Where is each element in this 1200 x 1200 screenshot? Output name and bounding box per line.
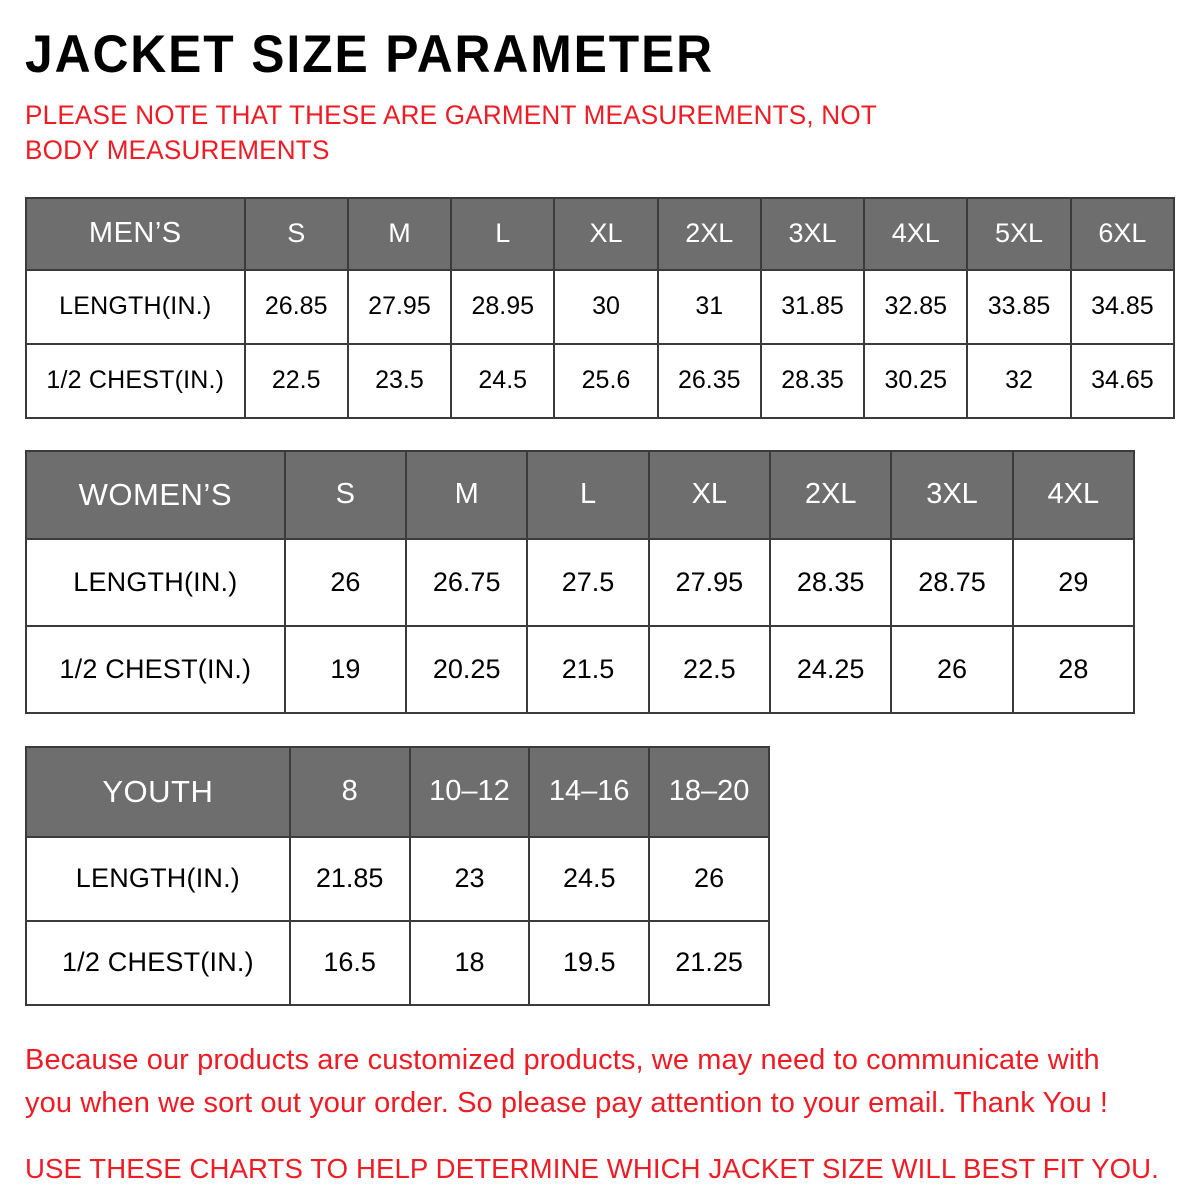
mens-group-label: MEN’S <box>25 196 246 271</box>
youth-length-18-20: 26 <box>648 835 770 922</box>
youth-chest-10-12: 18 <box>408 919 531 1006</box>
youth-chest-14-16: 19.5 <box>528 919 651 1006</box>
mens-chest-4xl: 30.25 <box>863 342 969 419</box>
youth-header-row: YOUTH 8 10–12 14–16 18–20 <box>25 745 770 838</box>
youth-chest-18-20: 21.25 <box>648 919 770 1006</box>
mens-chest-m: 23.5 <box>346 342 453 419</box>
youth-length-8: 21.85 <box>288 835 411 922</box>
womens-size-header-m: M <box>405 449 529 540</box>
womens-length-3xl: 28.75 <box>890 537 1014 627</box>
mens-chest-2xl: 26.35 <box>656 342 762 419</box>
mens-chest-label: 1/2 CHEST(IN.) <box>25 342 246 419</box>
womens-chest-4xl: 28 <box>1011 624 1136 714</box>
youth-size-header-18-20: 18–20 <box>648 745 770 838</box>
mens-chest-s: 22.5 <box>243 342 349 419</box>
womens-chest-row: 1/2 CHEST(IN.) 19 20.25 21.5 22.5 24.25 … <box>25 624 1136 714</box>
womens-length-xl: 27.95 <box>647 537 772 627</box>
mens-header-row: MEN’S S M L XL 2XL 3XL 4XL 5XL 6XL <box>25 196 1176 271</box>
mens-chest-l: 24.5 <box>450 342 556 419</box>
mens-size-header-2xl: 2XL <box>656 196 762 271</box>
womens-size-header-3xl: 3XL <box>890 449 1014 540</box>
mens-size-header-6xl: 6XL <box>1069 196 1176 271</box>
womens-length-row: LENGTH(IN.) 26 26.75 27.5 27.95 28.35 28… <box>25 537 1136 627</box>
youth-chest-row: 1/2 CHEST(IN.) 16.5 18 19.5 21.25 <box>25 919 770 1006</box>
youth-size-table: YOUTH 8 10–12 14–16 18–20 LENGTH(IN.) 21… <box>25 745 770 1006</box>
mens-length-s: 26.85 <box>243 268 349 345</box>
womens-length-s: 26 <box>283 537 408 627</box>
womens-chest-label: 1/2 CHEST(IN.) <box>25 624 286 714</box>
mens-size-header-s: S <box>243 196 349 271</box>
womens-size-table: WOMEN’S S M L XL 2XL 3XL 4XL LENGTH(IN.)… <box>25 449 1136 714</box>
mens-size-header-3xl: 3XL <box>759 196 866 271</box>
womens-group-label: WOMEN’S <box>25 449 286 540</box>
youth-chest-label: 1/2 CHEST(IN.) <box>25 919 291 1006</box>
mens-length-xl: 30 <box>553 268 659 345</box>
youth-length-14-16: 24.5 <box>528 835 651 922</box>
page-title: JACKET SIZE PARAMETER <box>25 25 715 84</box>
mens-length-l: 28.95 <box>450 268 556 345</box>
use-charts-note: USE THESE CHARTS TO HELP DETERMINE WHICH… <box>25 1153 1159 1185</box>
womens-chest-s: 19 <box>283 624 408 714</box>
mens-length-row: LENGTH(IN.) 26.85 27.95 28.95 30 31 31.8… <box>25 268 1176 345</box>
youth-length-10-12: 23 <box>408 835 531 922</box>
youth-chest-8: 16.5 <box>288 919 411 1006</box>
mens-size-header-4xl: 4XL <box>863 196 969 271</box>
womens-length-label: LENGTH(IN.) <box>25 537 286 627</box>
mens-chest-row: 1/2 CHEST(IN.) 22.5 23.5 24.5 25.6 26.35… <box>25 342 1176 419</box>
mens-size-header-l: L <box>450 196 556 271</box>
womens-header-row: WOMEN’S S M L XL 2XL 3XL 4XL <box>25 449 1136 540</box>
mens-size-header-xl: XL <box>553 196 659 271</box>
mens-length-5xl: 33.85 <box>966 268 1072 345</box>
womens-chest-2xl: 24.25 <box>768 624 893 714</box>
mens-size-table: MEN’S S M L XL 2XL 3XL 4XL 5XL 6XL LENGT… <box>25 196 1176 419</box>
womens-length-2xl: 28.35 <box>768 537 893 627</box>
mens-chest-6xl: 34.65 <box>1069 342 1176 419</box>
mens-length-6xl: 34.85 <box>1069 268 1176 345</box>
mens-length-2xl: 31 <box>656 268 762 345</box>
youth-size-header-14-16: 14–16 <box>528 745 651 838</box>
youth-length-label: LENGTH(IN.) <box>25 835 291 922</box>
mens-chest-5xl: 32 <box>966 342 1072 419</box>
mens-size-header-5xl: 5XL <box>966 196 1072 271</box>
womens-chest-xl: 22.5 <box>647 624 772 714</box>
womens-chest-3xl: 26 <box>890 624 1014 714</box>
mens-chest-3xl: 28.35 <box>759 342 866 419</box>
womens-length-4xl: 29 <box>1011 537 1136 627</box>
mens-chest-xl: 25.6 <box>553 342 659 419</box>
youth-size-header-10-12: 10–12 <box>408 745 531 838</box>
mens-size-header-m: M <box>346 196 453 271</box>
mens-length-label: LENGTH(IN.) <box>25 268 246 345</box>
womens-length-m: 26.75 <box>405 537 529 627</box>
youth-size-header-8: 8 <box>288 745 411 838</box>
womens-chest-m: 20.25 <box>405 624 529 714</box>
mens-length-3xl: 31.85 <box>759 268 866 345</box>
womens-size-header-s: S <box>283 449 408 540</box>
womens-size-header-l: L <box>526 449 650 540</box>
womens-size-header-2xl: 2XL <box>768 449 893 540</box>
youth-group-label: YOUTH <box>25 745 291 838</box>
womens-size-header-4xl: 4XL <box>1011 449 1136 540</box>
mens-length-m: 27.95 <box>346 268 453 345</box>
garment-measurement-note: PLEASE NOTE THAT THESE ARE GARMENT MEASU… <box>25 100 877 165</box>
youth-length-row: LENGTH(IN.) 21.85 23 24.5 26 <box>25 835 770 922</box>
mens-length-4xl: 32.85 <box>863 268 969 345</box>
womens-size-header-xl: XL <box>647 449 772 540</box>
womens-chest-l: 21.5 <box>526 624 650 714</box>
womens-length-l: 27.5 <box>526 537 650 627</box>
customized-products-note: Because our products are customized prod… <box>25 1043 1109 1119</box>
